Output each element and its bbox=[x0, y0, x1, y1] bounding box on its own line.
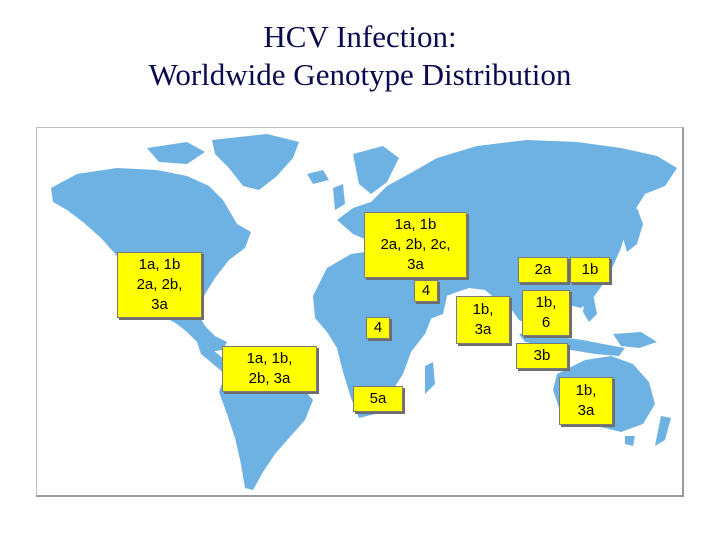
genotype-label-indonesia: 3b bbox=[516, 343, 568, 369]
japan bbox=[623, 208, 643, 252]
arctic-islands bbox=[147, 142, 205, 164]
south-america bbox=[219, 364, 313, 490]
genotype-label-south-africa: 5a bbox=[353, 386, 403, 412]
genotype-label-australia: 1b, 3a bbox=[559, 377, 613, 425]
slide-title: HCV Infection: Worldwide Genotype Distri… bbox=[0, 18, 720, 94]
genotype-label-southeast-asia: 1b, 6 bbox=[522, 290, 570, 336]
philippines bbox=[583, 294, 597, 322]
genotype-label-japan: 1b bbox=[570, 257, 610, 283]
indonesia bbox=[519, 330, 625, 356]
genotype-label-middle-east: 4 bbox=[414, 280, 438, 302]
genotype-label-europe: 1a, 1b 2a, 2b, 2c, 3a bbox=[364, 212, 467, 278]
greenland bbox=[212, 134, 299, 190]
genotype-label-north-africa: 4 bbox=[366, 317, 390, 339]
tasmania bbox=[625, 436, 635, 446]
madagascar bbox=[425, 362, 435, 394]
new-zealand bbox=[655, 416, 671, 446]
title-line-1: HCV Infection: bbox=[263, 19, 457, 54]
genotype-label-north-america: 1a, 1b 2a, 2b, 3a bbox=[117, 252, 202, 318]
genotype-label-south-america: 1a, 1b, 2b, 3a bbox=[222, 346, 317, 392]
new-guinea bbox=[613, 332, 657, 348]
british-isles bbox=[333, 184, 345, 210]
scandinavia bbox=[353, 146, 399, 194]
title-line-2: Worldwide Genotype Distribution bbox=[148, 57, 572, 92]
iceland bbox=[307, 170, 329, 184]
genotype-label-china: 2a bbox=[518, 257, 568, 283]
genotype-label-south-asia: 1b, 3a bbox=[456, 296, 510, 344]
